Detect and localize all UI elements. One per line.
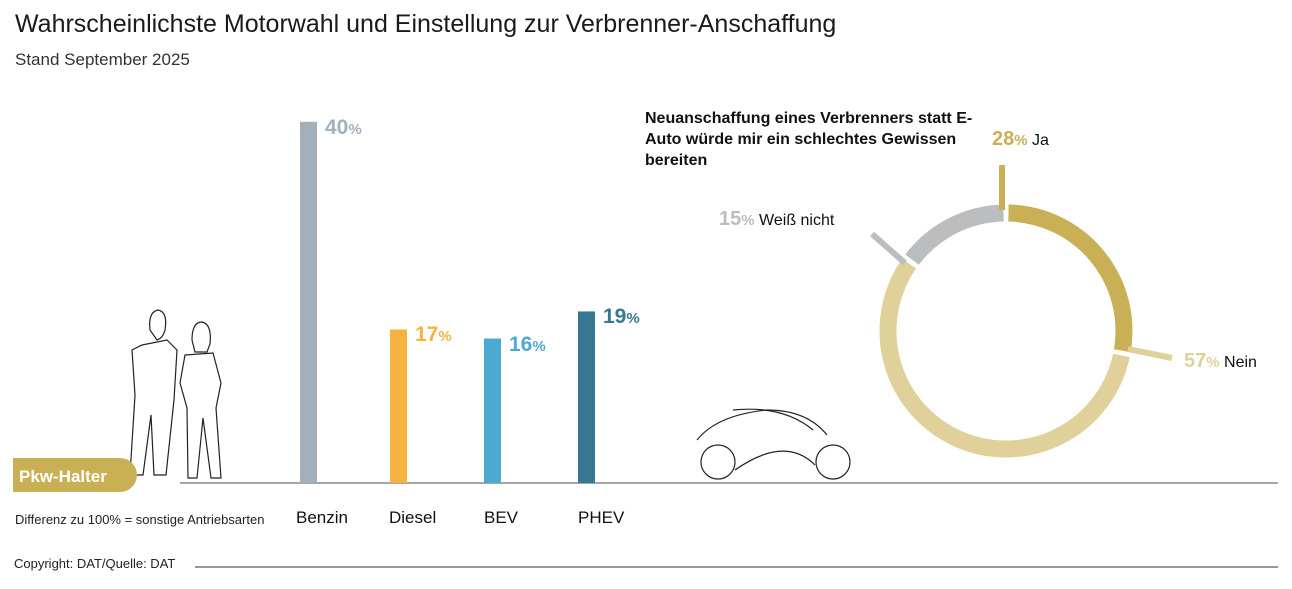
donut-name-weiss-nicht: Weiß nicht (759, 212, 835, 229)
chart-subtitle: Stand September 2025 (15, 50, 190, 69)
bar-diesel (390, 329, 407, 483)
donut-value-weiss-nicht: 15 (719, 208, 742, 230)
value: 40 (325, 115, 349, 139)
value-label-benzin: 40% (325, 116, 362, 140)
value-label-diesel: 17% (415, 323, 452, 347)
donut-title: Neuanschaffung eines Verbrenners statt E… (645, 110, 973, 169)
value-label-bev: 16% (509, 333, 546, 357)
value: 17 (415, 323, 439, 347)
unit: % (1206, 354, 1220, 371)
donut-slice-wei-nicht (905, 204, 1004, 265)
donut-value-ja: 28 (992, 128, 1015, 150)
leader-line (1127, 346, 1173, 361)
category-label-benzin: Benzin (296, 508, 348, 527)
donut-label-weiss-nicht: 15% Weiß nicht (719, 208, 834, 231)
group-label: Pkw-Halter (13, 458, 137, 492)
donut-name-ja: Ja (1032, 132, 1049, 149)
unit: % (741, 212, 755, 229)
category-label-diesel: Diesel (389, 508, 437, 527)
unit: % (532, 337, 546, 355)
category-label-phev: PHEV (578, 508, 625, 527)
donut-slice-ja (1008, 204, 1133, 353)
copyright: Copyright: DAT/Quelle: DAT (14, 556, 176, 571)
bar-bev (484, 338, 501, 483)
chart-title: Wahrscheinlichste Motorwahl und Einstell… (15, 10, 837, 38)
unit: % (348, 120, 362, 138)
footnote: Differenz zu 100% = sonstige Antriebsart… (15, 512, 265, 527)
donut-slice-nein (879, 258, 1130, 458)
value: 16 (509, 332, 533, 356)
people-illustration (129, 309, 222, 479)
unit: % (626, 310, 640, 328)
unit: % (438, 328, 452, 346)
leader-line (870, 231, 907, 266)
donut-name-nein: Nein (1224, 354, 1257, 371)
value: 19 (603, 305, 627, 329)
value-label-phev: 19% (603, 305, 640, 329)
car-illustration (696, 408, 851, 480)
bar-benzin (300, 121, 317, 484)
donut-label-nein: 57% Nein (1184, 350, 1257, 373)
donut-value-nein: 57 (1184, 350, 1207, 372)
donut-label-ja: 28% Ja (992, 128, 1049, 151)
unit: % (1014, 132, 1028, 149)
category-label-bev: BEV (484, 508, 519, 527)
bar-phev (578, 311, 595, 483)
